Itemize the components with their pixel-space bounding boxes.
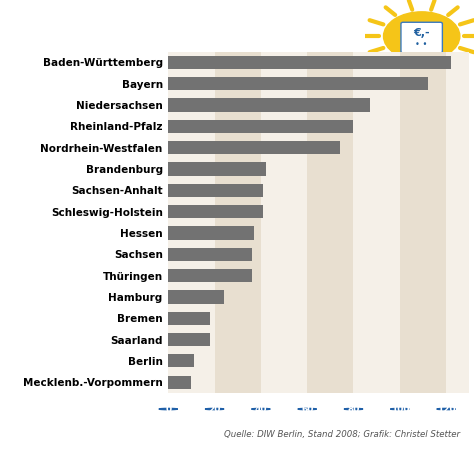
Bar [168, 56, 451, 69]
Bar [354, 52, 400, 393]
Text: 60: 60 [301, 405, 313, 414]
Bar [446, 52, 474, 393]
Bar [307, 52, 354, 393]
Bar [215, 52, 261, 393]
Bar [168, 376, 191, 389]
Bar [168, 354, 194, 367]
Bar [168, 226, 254, 239]
Bar [168, 120, 354, 133]
Text: Kosten durch Klimafolgeschäden: Kosten durch Klimafolgeschäden [7, 18, 305, 33]
Text: 20: 20 [209, 405, 221, 414]
FancyBboxPatch shape [401, 22, 442, 53]
Bar [168, 205, 263, 218]
Text: Quelle: DIW Berlin, Stand 2008; Grafik: Christel Stetter: Quelle: DIW Berlin, Stand 2008; Grafik: … [224, 430, 460, 439]
Bar [168, 291, 224, 304]
Bar [168, 248, 252, 261]
Text: 120: 120 [437, 405, 456, 414]
Text: 100: 100 [391, 405, 409, 414]
Bar [168, 98, 370, 111]
Text: 80: 80 [347, 405, 360, 414]
Bar [261, 52, 307, 393]
Text: 40: 40 [255, 405, 267, 414]
Bar [168, 52, 215, 393]
Circle shape [383, 12, 460, 61]
Bar [168, 163, 265, 176]
Bar [168, 77, 428, 90]
Bar [168, 184, 263, 197]
Text: Mrd. Euro: Mrd. Euro [14, 404, 72, 414]
Text: €,-: €,- [413, 28, 430, 38]
Bar [168, 312, 210, 325]
Bar [168, 141, 339, 154]
Bar [168, 269, 252, 282]
Bar [400, 52, 446, 393]
Text: 0: 0 [165, 405, 171, 414]
Bar [168, 333, 210, 346]
Text: • •: • • [416, 40, 428, 49]
